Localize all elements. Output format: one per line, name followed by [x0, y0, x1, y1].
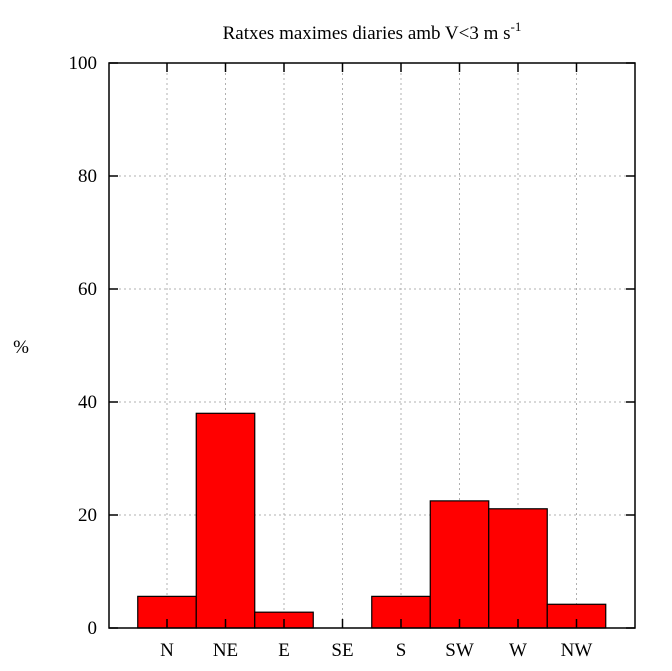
chart-title-main: Ratxes maximes diaries amb V<3 m s	[223, 23, 511, 44]
bar-sw	[429, 500, 490, 629]
x-tick-label-n: N	[160, 640, 174, 661]
x-tick-label-se: SE	[331, 640, 353, 661]
x-tick-label-sw: SW	[445, 640, 474, 661]
chart-title-superscript: -1	[511, 19, 522, 34]
bar-w	[488, 508, 548, 629]
x-tick-label-ne: NE	[213, 640, 238, 661]
bar-ne	[195, 412, 256, 629]
y-tick-label: 20	[78, 505, 97, 526]
x-axis: N NE E SE S SW W NW	[160, 63, 592, 661]
x-tick-label-w: W	[509, 640, 527, 661]
y-tick-label: 60	[78, 279, 97, 300]
x-tick-label-nw: NW	[561, 640, 593, 661]
bars	[137, 412, 607, 629]
x-tick-label-s: S	[396, 640, 407, 661]
chart-title: Ratxes maximes diaries amb V<3 m s-1	[223, 19, 522, 44]
y-tick-label: 40	[78, 392, 97, 413]
y-axis: 0 20 40 60 80 100	[69, 53, 635, 639]
plot-frame	[108, 62, 636, 629]
y-tick-label: 100	[69, 53, 98, 74]
x-tick-label-e: E	[278, 640, 290, 661]
y-tick-label: 80	[78, 166, 97, 187]
y-axis-label: %	[13, 337, 29, 358]
grid-lines	[109, 63, 635, 628]
y-tick-label: 0	[88, 618, 98, 639]
